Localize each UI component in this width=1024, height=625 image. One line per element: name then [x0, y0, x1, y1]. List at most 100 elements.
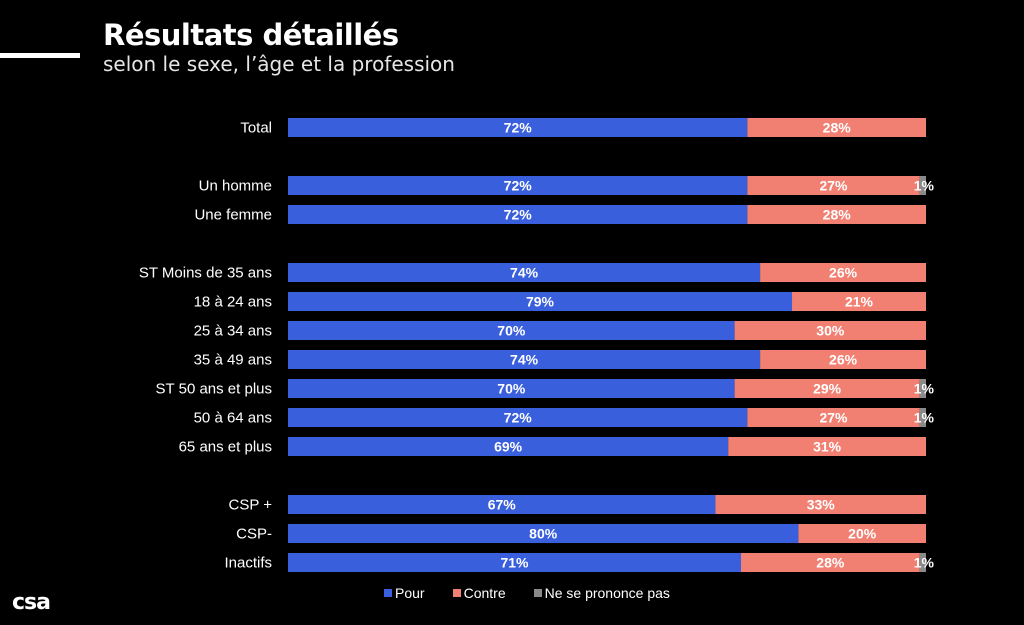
chart-row: 65 ans et plus 69% 31%: [179, 437, 926, 456]
bar-value-label-nsp: 1%: [914, 555, 935, 571]
bar-segment-pour: [288, 321, 735, 340]
bar-segment-pour: [288, 263, 761, 282]
bar-segment-pour: [288, 437, 729, 456]
chart-row: CSP- 80% 20%: [236, 524, 926, 543]
row-label: ST Moins de 35 ans: [139, 265, 272, 282]
row-label: 18 à 24 ans: [194, 294, 272, 311]
bar-value-label-contre: 31%: [813, 439, 842, 455]
chart-row: Une femme 72% 28%: [194, 205, 926, 224]
legend-label-contre: Contre: [463, 585, 506, 601]
chart-row: ST Moins de 35 ans 74% 26%: [139, 263, 926, 282]
bar-segment-pour: [288, 524, 799, 543]
title-accent-line: [0, 53, 80, 58]
legend-swatch-contre: [452, 589, 461, 597]
row-label: CSP-: [236, 526, 272, 543]
chart-row: CSP + 67% 33%: [229, 495, 926, 514]
bar-segment-contre: [715, 495, 926, 514]
bar-segment-contre: [747, 176, 920, 195]
row-label: ST 50 ans et plus: [156, 381, 272, 398]
bar-value-label-contre: 30%: [816, 323, 845, 339]
row-label: Inactifs: [224, 555, 272, 572]
bar-segment-nsp: [919, 553, 926, 572]
row-label: 35 à 49 ans: [194, 352, 272, 369]
chart-row: 25 à 34 ans 70% 30%: [194, 321, 926, 340]
chart-row: ST 50 ans et plus 70% 29% 1%: [156, 379, 935, 398]
legend-item-contre: Contre: [452, 585, 506, 601]
chart-legend: Pour Contre Ne se prononce pas: [384, 585, 670, 601]
bar-segment-pour: [288, 176, 748, 195]
bar-value-label-pour: 74%: [510, 265, 539, 281]
row-label: 50 à 64 ans: [194, 410, 272, 427]
chart-row: Un homme 72% 27% 1%: [199, 176, 935, 195]
bar-segment-pour: [288, 118, 748, 137]
bar-value-label-pour: 67%: [488, 497, 517, 513]
bar-value-label-pour: 72%: [504, 120, 533, 136]
bar-value-label-contre: 29%: [813, 381, 842, 397]
bar-segment-nsp: [919, 408, 926, 427]
bar-value-label-contre: 33%: [807, 497, 836, 513]
bar-segment-contre: [747, 205, 926, 224]
bar-value-label-nsp: 1%: [914, 178, 935, 194]
bar-segment-nsp: [919, 379, 926, 398]
bar-value-label-contre: 21%: [845, 294, 874, 310]
bar-segment-contre: [728, 437, 926, 456]
row-label: Une femme: [194, 207, 272, 224]
bar-value-label-contre: 20%: [848, 526, 877, 542]
bar-segment-pour: [288, 379, 735, 398]
bar-value-label-pour: 72%: [504, 178, 533, 194]
chart-row: Inactifs 71% 28% 1%: [224, 553, 934, 572]
row-label: CSP +: [229, 497, 273, 514]
page-subtitle: selon le sexe, l’âge et la profession: [103, 52, 455, 76]
bar-value-label-pour: 74%: [510, 352, 539, 368]
bar-segment-pour: [288, 205, 748, 224]
legend-label-nsp: Ne se prononce pas: [544, 585, 670, 601]
bar-segment-pour: [288, 350, 761, 369]
bar-segment-contre: [792, 292, 926, 311]
bar-value-label-contre: 26%: [829, 352, 858, 368]
page-title: Résultats détaillés: [103, 18, 399, 52]
bar-segment-pour: [288, 553, 741, 572]
bar-value-label-pour: 80%: [529, 526, 558, 542]
bar-segment-contre: [734, 321, 926, 340]
bar-segment-contre: [734, 379, 920, 398]
bar-value-label-pour: 70%: [497, 381, 526, 397]
bar-value-label-contre: 27%: [819, 410, 848, 426]
bar-value-label-nsp: 1%: [914, 410, 935, 426]
bar-segment-nsp: [919, 176, 926, 195]
chart-row: Total 72% 28%: [240, 118, 926, 137]
bar-value-label-pour: 79%: [526, 294, 555, 310]
bar-segment-contre: [760, 263, 926, 282]
csa-logo: csa: [12, 590, 51, 615]
row-label: Total: [240, 120, 272, 137]
legend-swatch-nsp: [533, 589, 542, 597]
bar-value-label-contre: 26%: [829, 265, 858, 281]
bar-segment-pour: [288, 292, 793, 311]
bar-value-label-contre: 28%: [816, 555, 845, 571]
bar-segment-contre: [760, 350, 926, 369]
row-label: 65 ans et plus: [179, 439, 272, 456]
legend-swatch-pour: [384, 589, 392, 597]
bar-value-label-contre: 27%: [819, 178, 848, 194]
bar-segment-contre: [747, 118, 926, 137]
bar-segment-contre: [798, 524, 926, 543]
bar-segment-pour: [288, 408, 748, 427]
legend-label-pour: Pour: [395, 585, 425, 601]
legend-item-pour: Pour: [384, 585, 425, 601]
bar-value-label-pour: 72%: [504, 207, 533, 223]
row-label: 25 à 34 ans: [194, 323, 272, 340]
legend-item-nsp: Ne se prononce pas: [533, 585, 670, 601]
chart-row: 50 à 64 ans 72% 27% 1%: [194, 408, 935, 427]
bar-value-label-pour: 70%: [497, 323, 526, 339]
bar-value-label-nsp: 1%: [914, 381, 935, 397]
bar-value-label-pour: 71%: [500, 555, 529, 571]
bar-segment-pour: [288, 495, 716, 514]
bar-value-label-pour: 72%: [504, 410, 533, 426]
chart-row: 35 à 49 ans 74% 26%: [194, 350, 926, 369]
chart-row: 18 à 24 ans 79% 21%: [194, 292, 926, 311]
bar-value-label-contre: 28%: [823, 120, 852, 136]
bar-value-label-pour: 69%: [494, 439, 523, 455]
row-label: Un homme: [199, 178, 272, 195]
bar-value-label-contre: 28%: [823, 207, 852, 223]
bar-segment-contre: [747, 408, 920, 427]
